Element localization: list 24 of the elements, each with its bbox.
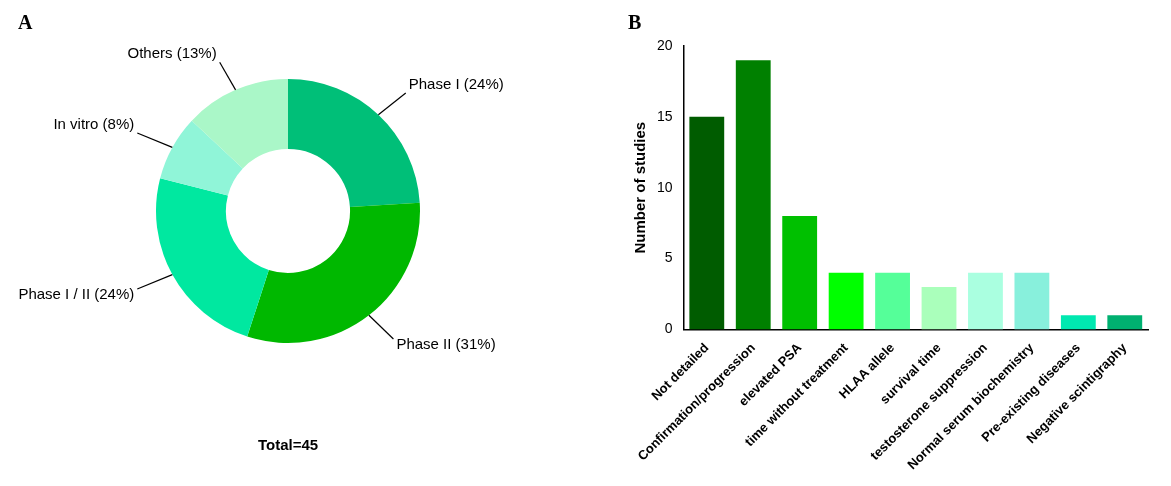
bar <box>828 272 864 330</box>
chart-title: A <box>18 11 33 34</box>
chart-title: B <box>628 11 642 34</box>
slice-label: Phase II (31%) <box>396 335 496 353</box>
bar <box>735 60 771 330</box>
slice-label: In vitro (8%) <box>53 115 135 133</box>
y-tick-label: 5 <box>664 249 673 266</box>
text: Total=45 <box>257 436 319 454</box>
bar <box>689 116 725 330</box>
bar <box>875 272 910 330</box>
bar <box>968 272 1003 330</box>
bar <box>921 286 957 330</box>
y-tick-label: 0 <box>664 320 673 337</box>
bar <box>1060 315 1096 330</box>
y-tick-label: 10 <box>656 178 673 195</box>
slice-label: Phase I / II (24%) <box>18 285 135 303</box>
slice-label: Others (13%) <box>127 44 217 62</box>
slice-label: Phase I (24%) <box>408 75 504 93</box>
y-tick-label: 15 <box>656 107 673 124</box>
bar <box>1107 315 1143 330</box>
y-axis-title: Number of studies <box>631 121 649 254</box>
bar <box>1014 272 1050 330</box>
y-tick-label: 20 <box>656 36 673 53</box>
bar <box>782 216 818 330</box>
